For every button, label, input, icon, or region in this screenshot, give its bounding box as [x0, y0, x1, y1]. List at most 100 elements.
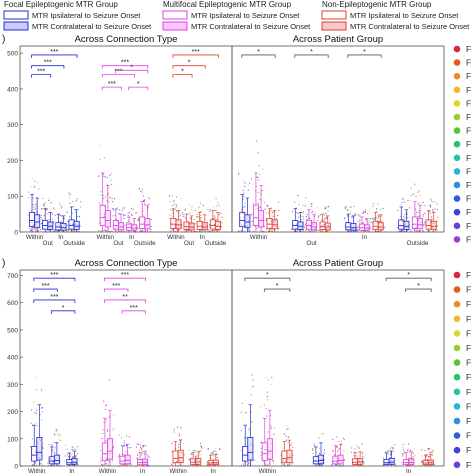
data-point	[144, 230, 147, 232]
data-point	[256, 227, 258, 229]
data-point	[242, 212, 244, 214]
significance-label: ***	[50, 49, 58, 56]
data-point	[42, 443, 44, 445]
right-legend-dot	[453, 330, 461, 337]
data-point	[199, 210, 201, 213]
box-plot	[304, 197, 314, 233]
panel-title: Across Patient Group	[293, 258, 383, 269]
data-point	[170, 465, 173, 467]
data-point	[172, 215, 174, 217]
data-point	[100, 460, 102, 462]
data-point	[66, 211, 68, 213]
data-point	[388, 465, 390, 467]
data-point	[430, 452, 432, 454]
data-point	[337, 465, 339, 467]
box-plot	[52, 428, 62, 467]
right-legend-dot	[453, 446, 461, 454]
data-point	[404, 217, 406, 219]
data-point	[213, 229, 215, 231]
data-point	[211, 457, 213, 460]
data-point	[110, 179, 112, 181]
data-point	[172, 464, 174, 466]
panel-letter: )	[2, 34, 5, 45]
data-point	[415, 226, 417, 228]
data-point	[376, 220, 379, 222]
data-point	[178, 446, 180, 448]
data-point	[141, 452, 143, 454]
data-point	[296, 230, 298, 232]
data-point	[259, 173, 261, 176]
data-point	[432, 209, 434, 211]
data-point	[362, 211, 365, 213]
box	[305, 220, 312, 230]
data-point	[409, 231, 412, 233]
data-point	[103, 400, 105, 402]
data-point	[169, 201, 171, 203]
data-point	[266, 415, 268, 417]
box	[244, 214, 251, 229]
x-tick-label: In	[129, 234, 135, 241]
legend-swatch	[3, 10, 29, 20]
data-point	[194, 210, 197, 212]
data-point	[401, 229, 404, 231]
data-point	[413, 456, 415, 458]
data-point	[273, 211, 275, 213]
data-point	[247, 462, 249, 464]
data-point	[381, 220, 383, 222]
data-point	[355, 465, 357, 467]
data-point	[255, 140, 258, 142]
significance-bracket: ***	[101, 69, 135, 78]
data-point	[112, 201, 114, 203]
data-point	[104, 196, 106, 199]
data-point	[61, 221, 63, 223]
box-plot	[116, 207, 126, 233]
data-point	[423, 458, 426, 460]
right-legend-dot	[453, 113, 461, 121]
data-point	[277, 228, 279, 230]
data-point	[312, 210, 314, 213]
data-point	[207, 208, 209, 211]
box-plot	[103, 173, 113, 233]
data-point	[31, 177, 33, 179]
data-point	[59, 214, 61, 216]
data-point	[60, 205, 62, 207]
x-tick-label: In	[200, 234, 206, 241]
right-legend-dot	[453, 100, 461, 107]
data-point	[35, 451, 37, 453]
legend-group-1: Focal Epileptogenic MTR Group MTR Ipsilat…	[3, 0, 152, 31]
data-point	[401, 201, 403, 203]
data-point	[429, 212, 431, 214]
right-legend-label: F	[466, 285, 471, 295]
significance-label: *	[188, 60, 191, 67]
box	[364, 224, 371, 231]
data-point	[319, 229, 321, 232]
bracket-line	[33, 299, 76, 303]
data-point	[144, 204, 146, 206]
data-point	[105, 405, 107, 407]
data-point	[410, 200, 412, 202]
data-point	[122, 207, 124, 209]
data-point	[43, 204, 46, 206]
significance-label: *	[310, 49, 313, 56]
significance-label: *	[62, 305, 65, 312]
data-point	[111, 183, 113, 185]
bracket-line	[31, 54, 78, 58]
data-point	[368, 220, 370, 222]
data-point	[415, 231, 417, 233]
data-point	[33, 227, 35, 229]
data-point	[126, 222, 128, 224]
data-point	[107, 430, 109, 432]
data-point	[238, 172, 240, 174]
data-point	[270, 427, 272, 429]
data-point	[295, 211, 297, 214]
data-point	[259, 198, 261, 201]
data-point	[370, 221, 372, 223]
data-point	[376, 211, 378, 213]
data-point	[352, 465, 354, 467]
data-point	[295, 207, 297, 209]
data-point	[426, 231, 429, 233]
box-plot	[410, 183, 420, 233]
data-point	[343, 218, 345, 220]
data-point	[316, 231, 318, 233]
